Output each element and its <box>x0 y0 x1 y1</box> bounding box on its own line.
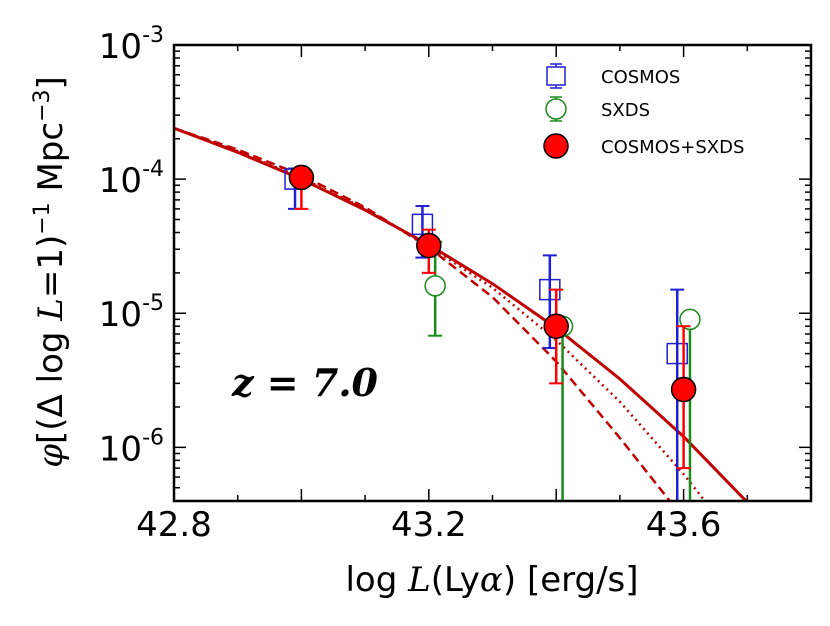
legend: COSMOS SXDS COSMOS+SXDS <box>543 63 744 159</box>
legend-cosmos-marker <box>546 66 566 86</box>
x-tick-label: 43.6 <box>646 505 722 545</box>
legend-entry-combined: COSMOS+SXDS <box>543 133 744 159</box>
x-tick-label: 43.2 <box>391 505 467 545</box>
combined-marker <box>543 313 569 339</box>
legend-entry-cosmos: COSMOS <box>546 63 680 89</box>
sxds-marker <box>424 275 446 297</box>
x-axis-label: log L(Lyα) [erg/s] <box>345 560 638 600</box>
y-tick-label: 10-3 <box>99 23 164 67</box>
legend-combined-marker <box>543 133 569 159</box>
fit-curve-dashed <box>174 127 672 501</box>
y-axis-label: φ[(Δ log L=1)−1 Mpc−3] <box>30 76 71 468</box>
legend-cosmos-label: COSMOS <box>601 67 680 88</box>
y-tick-label: 10-5 <box>99 291 164 335</box>
plot-area <box>174 45 811 501</box>
cosmos-marker <box>411 213 434 236</box>
redshift-annotation: z = 7.0 <box>231 360 379 405</box>
x-tick-label: 42.8 <box>136 505 212 545</box>
sxds-marker <box>679 308 701 331</box>
combined-marker <box>416 232 442 259</box>
y-tick-label: 10-6 <box>99 425 164 469</box>
fit-curves <box>174 126 749 501</box>
fit-curve-dotted <box>174 127 707 501</box>
axis-ticks <box>173 44 812 502</box>
data-points <box>284 164 701 501</box>
combined-marker <box>670 376 697 403</box>
tick-labels: 42.8 43.2 43.6 10-3 10-4 10-5 10-6 <box>99 23 722 545</box>
legend-sxds-marker <box>545 98 567 120</box>
cosmos-marker <box>666 342 688 365</box>
legend-combined-label: COSMOS+SXDS <box>601 137 744 158</box>
legend-entry-sxds: SXDS <box>545 96 650 122</box>
y-tick-label: 10-4 <box>99 157 164 201</box>
combined-marker <box>288 164 315 191</box>
legend-sxds-label: SXDS <box>601 100 650 121</box>
